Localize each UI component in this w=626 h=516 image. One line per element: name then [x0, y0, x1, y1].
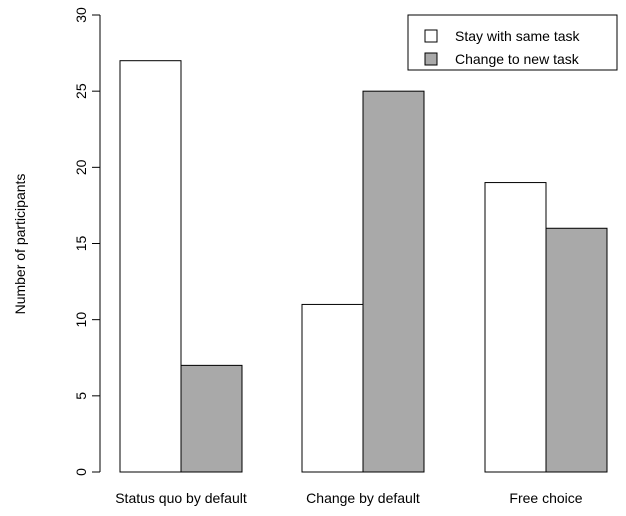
y-tick-label: 5: [73, 392, 89, 400]
bar-change-2: [545, 227, 608, 473]
y-tick-label: 0: [73, 468, 89, 476]
y-axis-title: Number of participants: [12, 174, 28, 315]
y-tick-label: 20: [73, 159, 89, 175]
x-category-label: Status quo by default: [115, 490, 247, 506]
y-tick-label: 15: [73, 236, 89, 252]
legend: Stay with same task Change to new task: [407, 14, 618, 71]
legend-box: [407, 14, 618, 71]
x-category-label: Free choice: [509, 490, 582, 506]
y-tick-label: 30: [73, 7, 89, 23]
x-axis-labels: Status quo by default Change by default Fr…: [115, 490, 583, 506]
bar-change-1: [362, 90, 425, 473]
bar-change-0: [180, 364, 243, 473]
legend-swatch-stay: [424, 29, 438, 43]
bar-stay-1: [301, 303, 364, 473]
bars: [119, 60, 608, 473]
legend-swatch-change: [424, 52, 438, 66]
y-tick-label: 10: [73, 312, 89, 328]
x-category-label: Change by default: [306, 490, 420, 506]
bar-stay-2: [484, 182, 547, 473]
y-tick-label: 25: [73, 83, 89, 99]
legend-label-change: Change to new task: [455, 51, 580, 67]
bar-stay-0: [119, 60, 182, 473]
legend-label-stay: Stay with same task: [455, 28, 580, 44]
y-axis: 0 5 10 15 20 25 30: [73, 7, 101, 476]
